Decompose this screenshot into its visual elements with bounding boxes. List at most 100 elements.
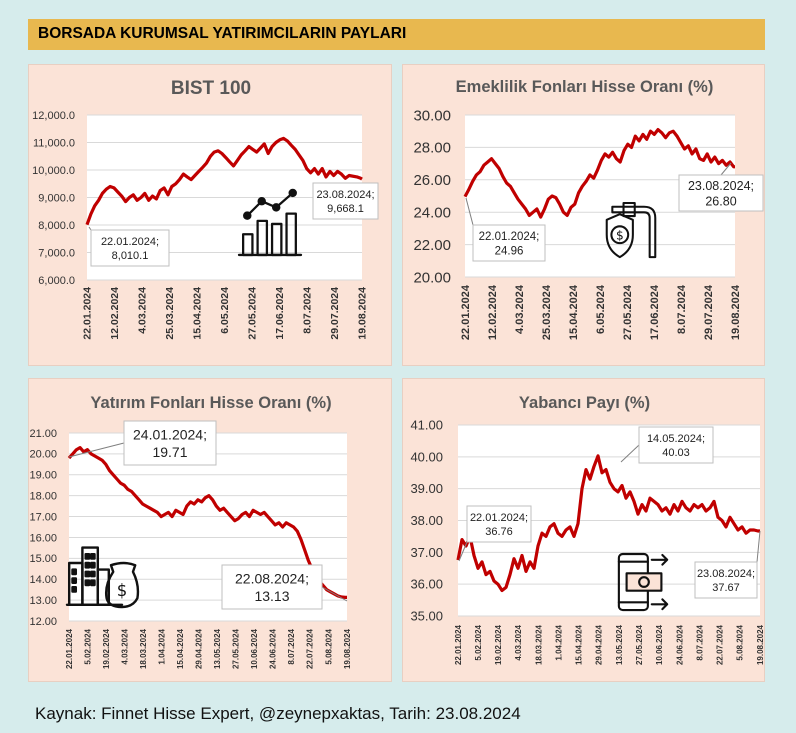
y-tick-label: 37.00 (410, 545, 443, 560)
y-tick-label: 9,000.0 (38, 192, 75, 204)
x-tick-label: 15.04.2024 (192, 287, 204, 340)
x-tick-label: 10.06.2024 (250, 628, 259, 669)
chart-yabanci: Yabancı Payı (%) 35.00 36.00 37.00 38.00 39.0… (410, 394, 765, 665)
data-label: 23.08.2024; 9,668.1 (312, 182, 379, 220)
svg-text:40.03: 40.03 (662, 447, 690, 459)
y-tick-label: 13.00 (29, 595, 57, 607)
y-tick-label: 21.00 (29, 428, 57, 440)
x-tick-label: 29.04.2024 (595, 624, 604, 665)
y-tick-label: 41.00 (410, 418, 443, 433)
x-tick-label: 22.01.2024 (65, 628, 74, 669)
y-tick-label: 30.00 (413, 107, 451, 124)
svg-text:26.80: 26.80 (705, 195, 736, 209)
svg-text:23.08.2024;: 23.08.2024; (316, 189, 374, 201)
x-tick-label: 1.04.2024 (157, 628, 166, 664)
y-tick-label: 40.00 (410, 449, 443, 464)
x-tick-label: 6.05.2024 (595, 284, 607, 334)
x-tick-label: 4.03.2024 (120, 628, 129, 664)
x-tick-label: 19.08.2024 (730, 284, 742, 340)
x-tick-label: 8.07.2024 (695, 624, 704, 660)
y-tick-label: 35.00 (410, 609, 443, 624)
x-tick-label: 5.08.2024 (324, 628, 333, 664)
x-tick-label: 19.08.2024 (756, 624, 765, 665)
x-tick-label: 4.03.2024 (514, 284, 526, 334)
x-tick-label: 27.05.2024 (622, 284, 634, 340)
x-tick-label: 24.06.2024 (269, 628, 278, 669)
y-tick-label: 38.00 (410, 513, 443, 528)
y-tick-label: 26.00 (413, 172, 451, 189)
source-note: Kaynak: Finnet Hisse Expert, @zeynepxakt… (35, 704, 521, 723)
y-tick-label: 39.00 (410, 481, 443, 496)
series-line (67, 445, 347, 599)
y-tick-label: 15.00 (29, 553, 57, 565)
y-tick-label: 12.00 (29, 616, 57, 628)
data-label: 24.01.2024; 19.71 (68, 420, 217, 466)
y-tick-label: 24.00 (413, 204, 451, 221)
chart-yatirim: Yatırım Fonları Hisse Oranı (%) 12.00 13.0… (29, 394, 352, 669)
series-line (85, 136, 363, 226)
x-tick-label: 19.08.2024 (343, 628, 352, 669)
banner-title: BORSADA KURUMSAL YATIRIMCILARIN PAYLARI (38, 25, 407, 42)
y-tick-label: 19.00 (29, 470, 57, 482)
svg-text:22.01.2024;: 22.01.2024; (470, 512, 528, 524)
x-tick-label: 15.04.2024 (176, 628, 185, 669)
x-tick-label: 5.08.2024 (736, 624, 745, 660)
money-transfer-phone-icon (617, 552, 669, 612)
x-tick-label: 27.05.2024 (247, 287, 259, 340)
x-tick-label: 22.01.2024 (82, 287, 94, 340)
x-tick-label: 22.07.2024 (306, 628, 315, 669)
data-label: 23.08.2024; 37.67 (694, 530, 761, 599)
chart-bist100: BIST 100 6,000.0 7,000.0 8,000.0 9,000.0 10,0… (32, 78, 379, 340)
chart-title: Yatırım Fonları Hisse Oranı (%) (90, 394, 331, 412)
x-tick-label: 4.03.2024 (137, 287, 149, 334)
svg-text:14.05.2024;: 14.05.2024; (647, 433, 705, 445)
x-tick-label: 22.01.2024 (454, 624, 463, 665)
bar-chart-growth-icon (237, 188, 303, 257)
x-tick-label: 18.03.2024 (534, 624, 543, 665)
chart-title: BIST 100 (171, 78, 251, 99)
x-tick-label: 8.07.2024 (676, 284, 688, 334)
chart-panel-emeklilik: Emeklilik Fonları Hisse Oranı (%) 20.00 22… (402, 64, 765, 366)
chart-emeklilik: Emeklilik Fonları Hisse Oranı (%) 20.00 22… (413, 78, 764, 340)
y-tick-label: 20.00 (29, 449, 57, 461)
x-tick-label: 27.05.2024 (635, 624, 644, 665)
chart-panel-yatirim: Yatırım Fonları Hisse Oranı (%) 12.00 13.0… (28, 378, 392, 682)
x-tick-label: 19.02.2024 (102, 628, 111, 669)
x-tick-label: 29.04.2024 (195, 628, 204, 669)
svg-text:$: $ (616, 228, 624, 242)
chart-title: Emeklilik Fonları Hisse Oranı (%) (456, 78, 714, 96)
x-tick-label: 17.06.2024 (274, 287, 286, 340)
x-tick-label: 22.07.2024 (716, 624, 725, 665)
x-tick-label: 6.05.2024 (219, 287, 231, 334)
y-tick-label: 28.00 (413, 140, 451, 157)
data-label: 22.01.2024; 24.96 (465, 197, 546, 262)
y-tick-label: 20.00 (413, 269, 451, 286)
chart-panel-bist100: BIST 100 6,000.0 7,000.0 8,000.0 9,000.0 10,0… (28, 64, 392, 366)
svg-text:13.13: 13.13 (254, 588, 289, 604)
investment-fund-icon: $ (65, 546, 140, 609)
y-tick-label: 14.00 (29, 574, 57, 586)
svg-text:24.96: 24.96 (495, 245, 524, 257)
y-tick-label: 18.00 (29, 491, 57, 503)
x-tick-label: 13.05.2024 (213, 628, 222, 669)
x-tick-label: 12.02.2024 (487, 284, 499, 340)
svg-text:$: $ (117, 581, 128, 600)
x-tick-label: 17.06.2024 (649, 284, 661, 340)
svg-text:9,668.1: 9,668.1 (327, 203, 364, 215)
svg-text:22.08.2024;: 22.08.2024; (235, 570, 309, 586)
svg-text:22.01.2024;: 22.01.2024; (101, 236, 159, 248)
y-tick-label: 36.00 (410, 577, 443, 592)
banner: BORSADA KURUMSAL YATIRIMCILARIN PAYLARI (28, 19, 765, 50)
svg-text:22.01.2024;: 22.01.2024; (479, 231, 540, 243)
svg-text:36.76: 36.76 (485, 526, 513, 538)
y-tick-label: 6,000.0 (38, 275, 75, 287)
x-tick-label: 12.02.2024 (109, 287, 121, 340)
x-tick-label: 8.07.2024 (287, 628, 296, 664)
x-tick-label: 1.04.2024 (554, 624, 563, 660)
svg-text:19.71: 19.71 (152, 444, 187, 460)
x-tick-label: 19.08.2024 (357, 287, 369, 340)
data-label: 22.01.2024; 8,010.1 (88, 226, 170, 267)
x-tick-label: 25.03.2024 (164, 287, 176, 340)
svg-text:23.08.2024;: 23.08.2024; (697, 568, 755, 580)
data-label: 14.05.2024; 40.03 (620, 426, 714, 464)
